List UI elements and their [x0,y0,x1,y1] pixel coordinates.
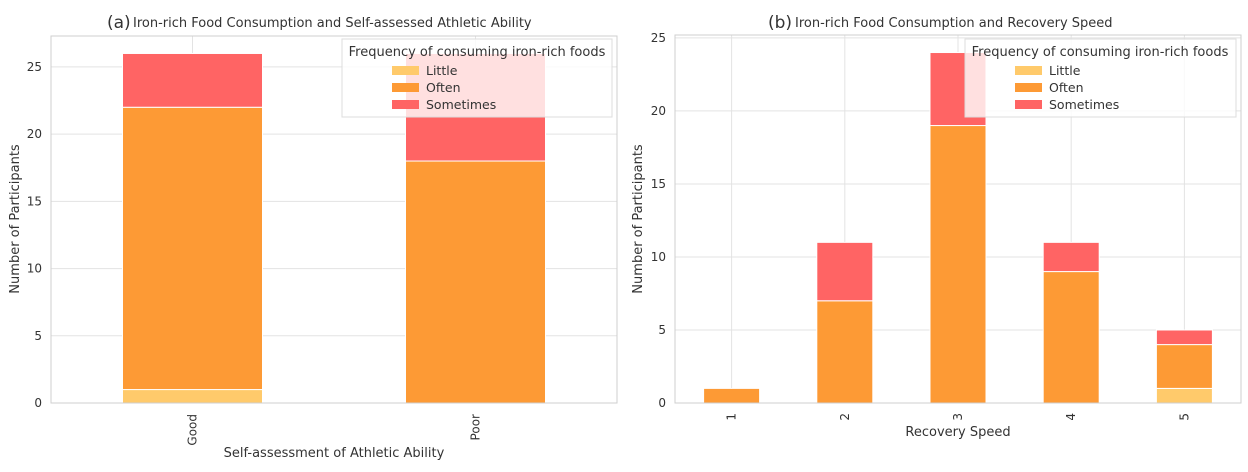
panel-a-title: Iron-rich Food Consumption and Self-asse… [133,16,532,31]
bar-sometimes-4 [1042,241,1100,273]
y-tick-label: 20 [27,127,42,141]
legend-swatch-sometimes [392,100,419,109]
bar-often-3 [929,125,987,404]
x-tick-label: 4 [1064,413,1078,421]
legend-label-sometimes: Sometimes [426,97,496,112]
panel-b-x-ticks: 1 2 3 4 5 [725,413,1192,421]
panel-a-y-axis-label: Number of Participants [8,144,23,294]
y-tick-label: 5 [34,329,42,343]
panel-a-legend-entries: Little Often Sometimes [392,63,496,112]
x-tick-label: 2 [838,413,852,421]
y-tick-label: 15 [651,177,666,191]
panel-a-title-prefix: (a) [107,13,131,33]
y-tick-label: 25 [27,60,42,74]
x-tick-label: 5 [1177,413,1191,421]
bar-often-poor [405,160,546,404]
legend-swatch-little [392,66,419,75]
panel-a-legend-title: Frequency of consuming iron-rich foods [349,45,606,60]
panel-b-legend-title: Frequency of consuming iron-rich foods [972,45,1229,60]
panel-b-legend-entries: Little Often Sometimes [1015,63,1119,112]
panel-b-frame [674,34,1242,404]
panel-a-frame [50,35,618,404]
panel-a-legend-box [341,38,613,118]
panel-a-legend: Frequency of consuming iron-rich foods L… [341,38,613,118]
panel-b-y-axis-label: Number of Participants [631,144,646,294]
panel-a-x-ticks: Good Poor [186,414,483,446]
y-tick-label: 0 [658,396,666,410]
panel-a-x-axis-label: Self-assessment of Athletic Ability [224,446,445,461]
panel-a: (a) Iron-rich Food Consumption and Self-… [8,13,618,461]
bar-sometimes-5 [1155,329,1213,346]
legend-label-often: Often [1049,80,1084,95]
panel-b-x-axis-label: Recovery Speed [905,425,1010,440]
panel-b: (b) Iron-rich Food Consumption and Recov… [631,13,1242,440]
x-tick-label: 1 [725,413,739,421]
panel-b-title-prefix: (b) [768,13,792,33]
y-tick-label: 15 [27,194,42,208]
bar-sometimes-good [122,52,263,108]
legend-swatch-often [392,83,419,92]
bar-little-5 [1155,387,1213,404]
panel-b-legend-box [964,38,1237,118]
x-tick-label: 3 [951,413,965,421]
legend-label-often: Often [426,80,461,95]
legend-label-sometimes: Sometimes [1049,97,1119,112]
panel-b-bars [703,52,1213,404]
panel-b-legend: Frequency of consuming iron-rich foods L… [964,38,1237,118]
legend-swatch-often [1015,83,1042,92]
y-tick-label: 20 [651,104,666,118]
y-tick-label: 5 [658,323,666,337]
bar-sometimes-2 [816,241,874,302]
bar-often-4 [1042,271,1100,404]
y-tick-label: 10 [651,250,666,264]
legend-label-little: Little [1049,63,1081,78]
bar-often-5 [1155,344,1213,389]
y-tick-label: 25 [651,31,666,45]
x-tick-label: Poor [469,414,483,440]
legend-swatch-sometimes [1015,100,1042,109]
x-tick-label: Good [186,414,200,446]
panel-b-title: Iron-rich Food Consumption and Recovery … [795,16,1113,31]
y-tick-label: 10 [27,262,42,276]
bar-often-good [122,106,263,391]
bar-often-2 [816,300,874,404]
legend-label-little: Little [426,63,458,78]
panel-b-y-ticks: 0 5 10 15 20 25 [651,31,666,410]
y-tick-label: 0 [34,396,42,410]
legend-swatch-little [1015,66,1042,75]
panel-a-y-ticks: 0 5 10 15 20 25 [27,60,42,410]
bar-often-1 [703,387,761,404]
bar-little-good [122,389,263,404]
